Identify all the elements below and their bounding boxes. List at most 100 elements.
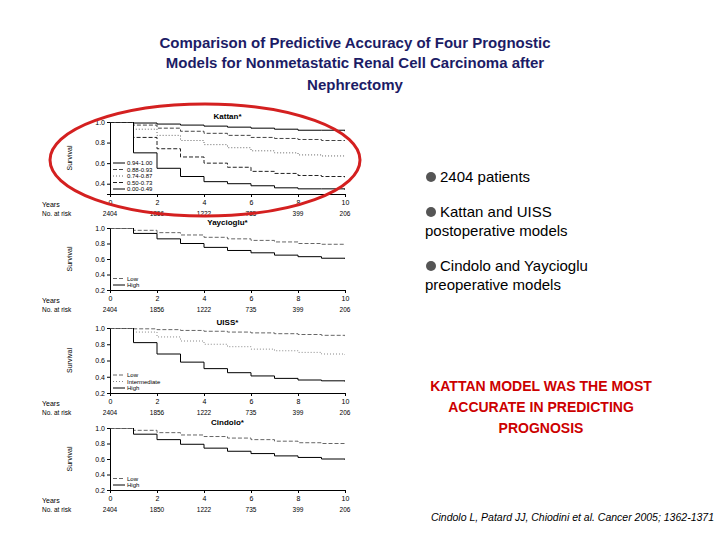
tick-mark — [204, 194, 205, 197]
tick-label: 0.4 — [95, 180, 105, 187]
tick-mark — [110, 290, 111, 293]
tick-label: 8 — [297, 295, 301, 302]
tick-mark — [204, 490, 205, 493]
plot-lines — [110, 428, 345, 460]
at-risk-label: No. at risk — [42, 306, 72, 313]
at-risk-count: 1222 — [197, 409, 212, 416]
legend-swatch — [113, 278, 125, 279]
tick-mark — [157, 393, 158, 396]
at-risk-count: 735 — [246, 506, 257, 513]
x-tick: 4 — [203, 393, 207, 405]
tick-label: 6 — [250, 398, 254, 405]
tick-mark — [157, 290, 158, 293]
tick-label: 0.6 — [95, 456, 105, 463]
x-tick: 4 — [203, 490, 207, 502]
survival-curve — [110, 122, 345, 157]
y-tick: 0.6 — [95, 456, 110, 463]
legend-swatch — [113, 163, 125, 164]
x-axis-title: Years — [42, 297, 60, 304]
tick-label: 10 — [342, 495, 350, 502]
legend-label: Low — [127, 372, 139, 378]
tick-label: 0 — [109, 398, 113, 405]
legend-swatch — [113, 285, 125, 286]
at-risk-count: 1856 — [150, 306, 165, 313]
legend-label: Intermediate — [127, 379, 161, 385]
tick-label: 4 — [203, 295, 207, 302]
conclusion: PROGNOSIS — [499, 420, 584, 436]
axis-line — [111, 491, 346, 494]
legend-label: 0.00-0.49 — [127, 186, 153, 192]
survival-curve — [110, 122, 345, 178]
y-axis-title: Survival — [66, 446, 73, 471]
tick-mark — [107, 344, 110, 345]
slide-title: Models for Nonmetastatic Renal Cell Carc… — [166, 54, 545, 71]
tick-label: 2 — [156, 495, 160, 502]
tick-label: 0.6 — [95, 160, 105, 167]
x-tick: 10 — [342, 194, 350, 206]
bullet-text: 2404 patients — [440, 168, 530, 185]
tick-mark — [107, 393, 110, 394]
tick-mark — [110, 194, 111, 197]
tick-label: 0.8 — [95, 440, 105, 447]
at-risk-count: 206 — [340, 409, 351, 416]
x-tick: 2 — [156, 194, 160, 206]
x-axis: 0246810 — [109, 393, 350, 405]
chart: UISS*0.20.40.60.81.0Survival0246810Years… — [42, 318, 351, 416]
survival-curve — [110, 328, 345, 382]
tick-label: 4 — [203, 398, 207, 405]
tick-mark — [107, 361, 110, 362]
legend-label: 0.50-0.73 — [127, 180, 153, 186]
at-risk-count: 399 — [293, 306, 304, 313]
bullet-text: Cindolo and Yaycioglu — [440, 257, 588, 274]
survival-curve — [110, 122, 345, 131]
axis-line — [111, 195, 346, 198]
y-tick: 0.2 — [95, 487, 110, 494]
conclusion: ACCURATE IN PREDICTING — [448, 399, 634, 415]
x-tick: 0 — [109, 393, 113, 405]
legend-swatch — [113, 189, 125, 190]
tick-mark — [107, 428, 110, 429]
legend-label: Low — [127, 276, 139, 282]
y-tick: 0.8 — [95, 139, 110, 146]
tick-mark — [345, 490, 346, 493]
tick-label: 0.4 — [95, 373, 105, 380]
tick-label: 1.0 — [95, 325, 105, 332]
tick-mark — [107, 377, 110, 378]
at-risk-count: 1850 — [150, 506, 165, 513]
axis-line — [107, 329, 111, 394]
tick-mark — [204, 290, 205, 293]
y-tick: 0.6 — [95, 160, 110, 167]
legend-label: High — [127, 282, 139, 288]
bullet-text: preoperative models — [425, 276, 561, 293]
chart: Yaycioglu*0.20.40.60.81.0Survival0246810… — [42, 218, 351, 313]
y-tick: 0.4 — [95, 373, 110, 380]
at-risk-label: No. at risk — [42, 409, 72, 416]
survival-curve — [110, 228, 345, 245]
conclusion: KATTAN MODEL WAS THE MOST — [430, 378, 652, 394]
tick-label: 0.2 — [95, 487, 105, 494]
tick-mark — [107, 163, 110, 164]
x-tick: 2 — [156, 290, 160, 302]
y-tick: 0.6 — [95, 256, 110, 263]
legend: 0.94-1.000.88-0.930.74-0.870.50-0.730.00… — [113, 160, 153, 192]
legend-swatch — [113, 485, 125, 486]
tick-mark — [345, 393, 346, 396]
at-risk-count: 1222 — [197, 506, 212, 513]
citation: Cindolo L, Patard JJ, Chiodini et al. Ca… — [431, 511, 714, 523]
slide-title: Nephrectomy — [307, 76, 404, 93]
tick-label: 2 — [156, 199, 160, 206]
tick-mark — [345, 194, 346, 197]
tick-label: 10 — [342, 398, 350, 405]
chart: Kattan*0.40.60.81.0Survival0246810YearsN… — [42, 112, 351, 217]
tick-label: 0.2 — [95, 287, 105, 294]
x-tick: 10 — [342, 490, 350, 502]
tick-label: 0.8 — [95, 240, 105, 247]
bullet-dot — [426, 207, 436, 217]
x-tick: 8 — [297, 290, 301, 302]
at-risk-count: 1222 — [197, 306, 212, 313]
bullet-dot — [426, 261, 436, 271]
at-risk-count: 206 — [340, 210, 351, 217]
legend-label: 0.94-1.00 — [127, 160, 153, 166]
x-tick: 8 — [297, 490, 301, 502]
at-risk-count: 735 — [246, 306, 257, 313]
